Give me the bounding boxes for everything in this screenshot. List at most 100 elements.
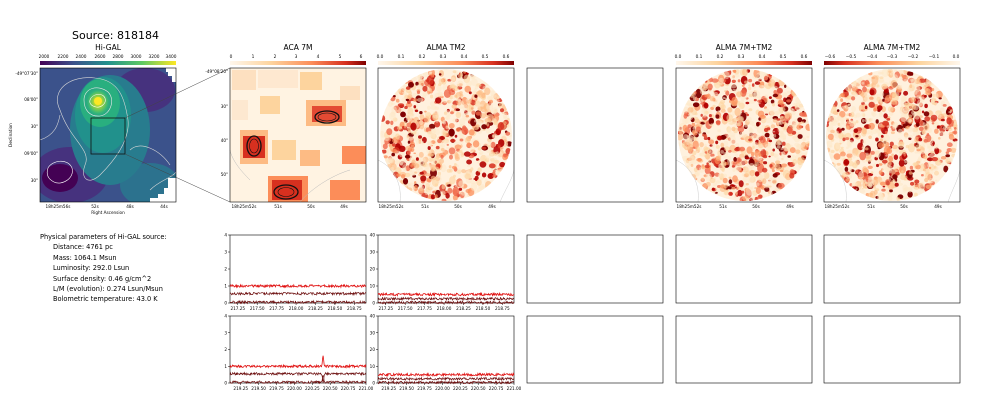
combo1-speckle	[737, 189, 743, 197]
combo2-speckle	[879, 91, 885, 98]
almatm2-speckle	[443, 100, 447, 104]
combo1-speckle	[754, 171, 760, 177]
almatm2-speckle	[493, 120, 499, 126]
combo1-speckle	[733, 157, 737, 162]
combo1-speckle	[764, 94, 768, 99]
spectrum-series-line	[377, 376, 515, 382]
combo2-speckle	[886, 174, 891, 178]
combo2-speckle	[855, 169, 859, 174]
almatm2-speckle	[450, 77, 456, 82]
combo1-speckle	[724, 90, 727, 92]
combo1-speckle	[748, 84, 751, 87]
combo1-speckle	[776, 120, 782, 126]
almatm2-cbar-tick: 0.5	[482, 54, 489, 60]
combo2-speckle	[880, 134, 884, 138]
almatm2-speckle	[450, 111, 454, 115]
combo1-speckle	[715, 114, 720, 119]
combo1-speckle	[748, 132, 754, 136]
combo1-speckle	[726, 114, 733, 122]
combo2-cbar-tick: −0.4	[867, 54, 878, 60]
almatm2-speckle	[469, 144, 476, 152]
combo1-speckle	[728, 176, 732, 179]
spectrum-frame	[377, 234, 515, 304]
combo2-speckle	[914, 113, 920, 120]
combo2-speckle	[865, 157, 873, 163]
combo2-speckle	[895, 149, 899, 153]
combo1-speckle	[782, 141, 786, 146]
combo1-speckle	[720, 142, 725, 148]
combo1-speckle	[700, 113, 703, 117]
combo2-speckle	[912, 127, 919, 133]
combo2-speckle	[910, 181, 915, 186]
almatm2-speckle	[433, 156, 440, 166]
spectrum-frame	[229, 234, 367, 304]
combo1-speckle	[706, 130, 710, 134]
combo1-speckle	[746, 118, 750, 123]
almatm2-speckle	[407, 94, 413, 100]
combo1-speckle	[732, 121, 737, 125]
combo2-speckle	[910, 78, 917, 86]
combo1-speckle	[708, 139, 715, 145]
combo1-speckle	[728, 179, 733, 185]
combo1-speckle	[719, 100, 726, 104]
combo1-speckle	[763, 155, 768, 159]
combo2-speckle	[908, 171, 913, 175]
almatm2-speckle	[459, 118, 466, 126]
combo2-speckle	[946, 117, 952, 125]
combo2-speckle	[933, 165, 937, 169]
alma-combo-2-panel: −0.6 −0.5 −0.4 −0.3 −0.2 −0.1 0.0 18h25m…	[823, 54, 961, 209]
combo1-speckle	[736, 69, 741, 73]
combo1-speckle	[747, 175, 754, 184]
combo2-speckle	[847, 168, 852, 173]
combo2-speckle	[921, 174, 924, 177]
combo2-speckle	[861, 187, 864, 190]
combo2-speckle	[839, 110, 846, 118]
combo2-speckle	[945, 154, 950, 158]
combo1-speckle	[730, 84, 737, 89]
combo2-speckle	[934, 128, 939, 134]
combo2-speckle	[888, 156, 894, 163]
almatm2-speckle	[402, 87, 406, 92]
combo2-speckle	[924, 88, 929, 92]
combo1-speckle	[752, 133, 759, 140]
almatm2-speckle	[484, 118, 492, 123]
almatm2-speckle	[505, 148, 511, 155]
almatm2-speckle	[427, 130, 434, 138]
y-tick-label: 40	[370, 233, 376, 238]
combo1-speckle	[756, 122, 760, 127]
combo2-speckle	[859, 151, 867, 161]
almatm2-speckle	[458, 180, 465, 188]
combo2-speckle	[846, 113, 850, 116]
combo2-speckle	[858, 90, 862, 95]
higal-colorbar-ticks: 2000 2200 2400 2600 2800 3000 3200 3400	[39, 54, 177, 60]
combo1-speckle	[764, 143, 771, 148]
combo2-speckle	[865, 130, 873, 135]
combo1-speckle	[771, 102, 776, 107]
combo2-speckle	[851, 80, 857, 88]
almatm2-speckle	[414, 109, 419, 113]
combo2-speckle	[907, 161, 910, 164]
almatm2-speckle	[434, 121, 441, 128]
combo2-speckle	[925, 184, 932, 189]
combo2-speckle	[910, 104, 917, 110]
combo1-speckle	[761, 124, 766, 130]
almatm2-speckle	[440, 93, 444, 97]
combo1-speckle	[711, 143, 715, 148]
combo2-speckle	[840, 120, 845, 125]
combo2-speckle	[880, 179, 884, 182]
combo2-speckle	[928, 166, 932, 170]
almatm2-speckle	[481, 124, 487, 130]
almatm2-speckle	[454, 134, 458, 138]
almatm2-speckle	[486, 102, 494, 112]
combo2-speckle	[892, 91, 897, 98]
panel-title-combo-2: ALMA 7M+TM2	[863, 43, 921, 52]
combo1-speckle	[749, 169, 755, 177]
combo2-speckle	[899, 108, 905, 115]
combo1-speckle	[710, 176, 713, 179]
almatm2-speckle	[400, 174, 406, 179]
empty-image-panel	[526, 67, 664, 203]
combo2-speckle	[838, 95, 842, 99]
combo2-speckle	[830, 129, 835, 134]
spectrum-series-line	[229, 299, 367, 305]
aca7m-dec-ticks: -49°08'20" 30" 40" 50"	[205, 69, 228, 177]
